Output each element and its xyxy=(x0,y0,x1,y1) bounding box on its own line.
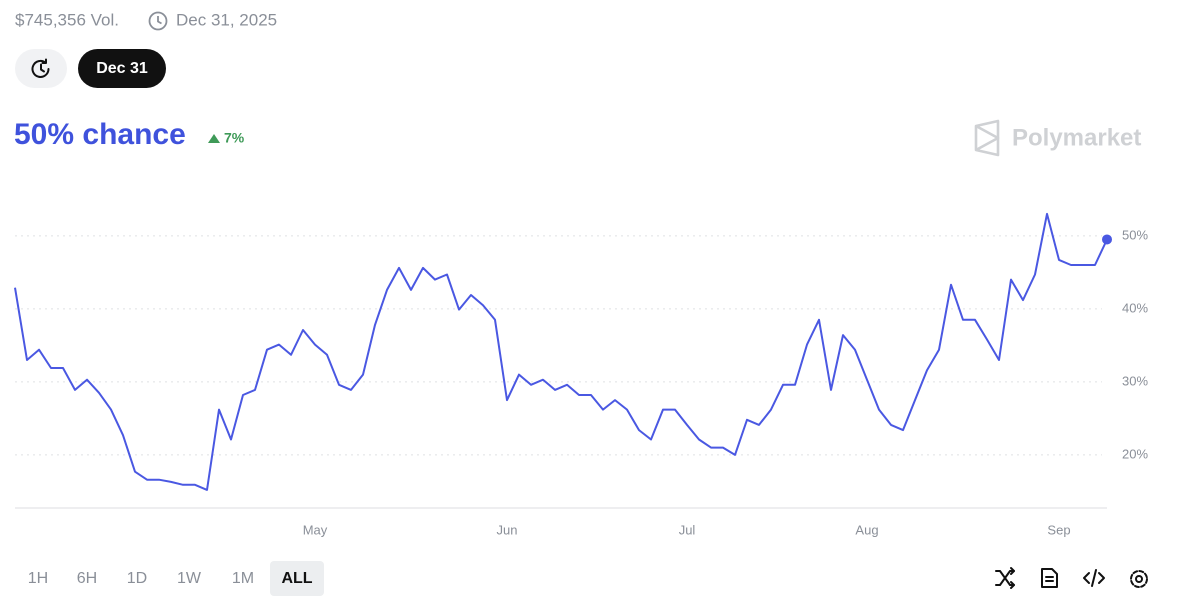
change: 7% xyxy=(224,130,245,146)
x-tick-label: Aug xyxy=(855,522,878,537)
chance: 50% chance xyxy=(14,118,186,151)
x-tick-label: Jul xyxy=(679,522,696,537)
time-range-tab[interactable]: 1H xyxy=(28,570,48,587)
y-tick-label: 50% xyxy=(1122,227,1148,242)
active-tab[interactable] xyxy=(270,561,324,596)
date-button[interactable] xyxy=(78,49,166,88)
end-date: Dec 31, 2025 xyxy=(176,10,277,29)
time-range-tab[interactable]: 1M xyxy=(232,570,254,587)
volume: $745,356 Vol. xyxy=(15,10,119,29)
x-tick-label: Jun xyxy=(497,522,518,537)
settings-icon[interactable] xyxy=(1130,570,1148,588)
x-tick-label: May xyxy=(303,522,328,537)
clock-icon xyxy=(148,11,168,31)
price-line xyxy=(14,212,1108,491)
time-range-tab[interactable]: 6H xyxy=(77,570,97,587)
time-range-tab[interactable]: ALL xyxy=(281,570,312,587)
time-range-tab[interactable]: 1D xyxy=(127,570,147,587)
current-point xyxy=(1102,234,1112,245)
brand-logo xyxy=(974,119,1000,157)
y-tick-label: 20% xyxy=(1122,446,1148,461)
up-arrow xyxy=(208,134,220,143)
x-tick-label: Sep xyxy=(1047,522,1070,537)
date-button-label: Dec 31 xyxy=(96,60,148,77)
brand: Polymarket xyxy=(1012,124,1141,151)
y-tick-label: 30% xyxy=(1122,373,1148,388)
y-tick-label: 40% xyxy=(1122,300,1148,315)
document-icon[interactable] xyxy=(1041,568,1058,588)
time-range-tab[interactable]: 1W xyxy=(177,570,202,587)
shuffle-icon[interactable] xyxy=(995,567,1015,589)
history-icon xyxy=(31,58,50,78)
embed-icon[interactable] xyxy=(1083,569,1105,587)
